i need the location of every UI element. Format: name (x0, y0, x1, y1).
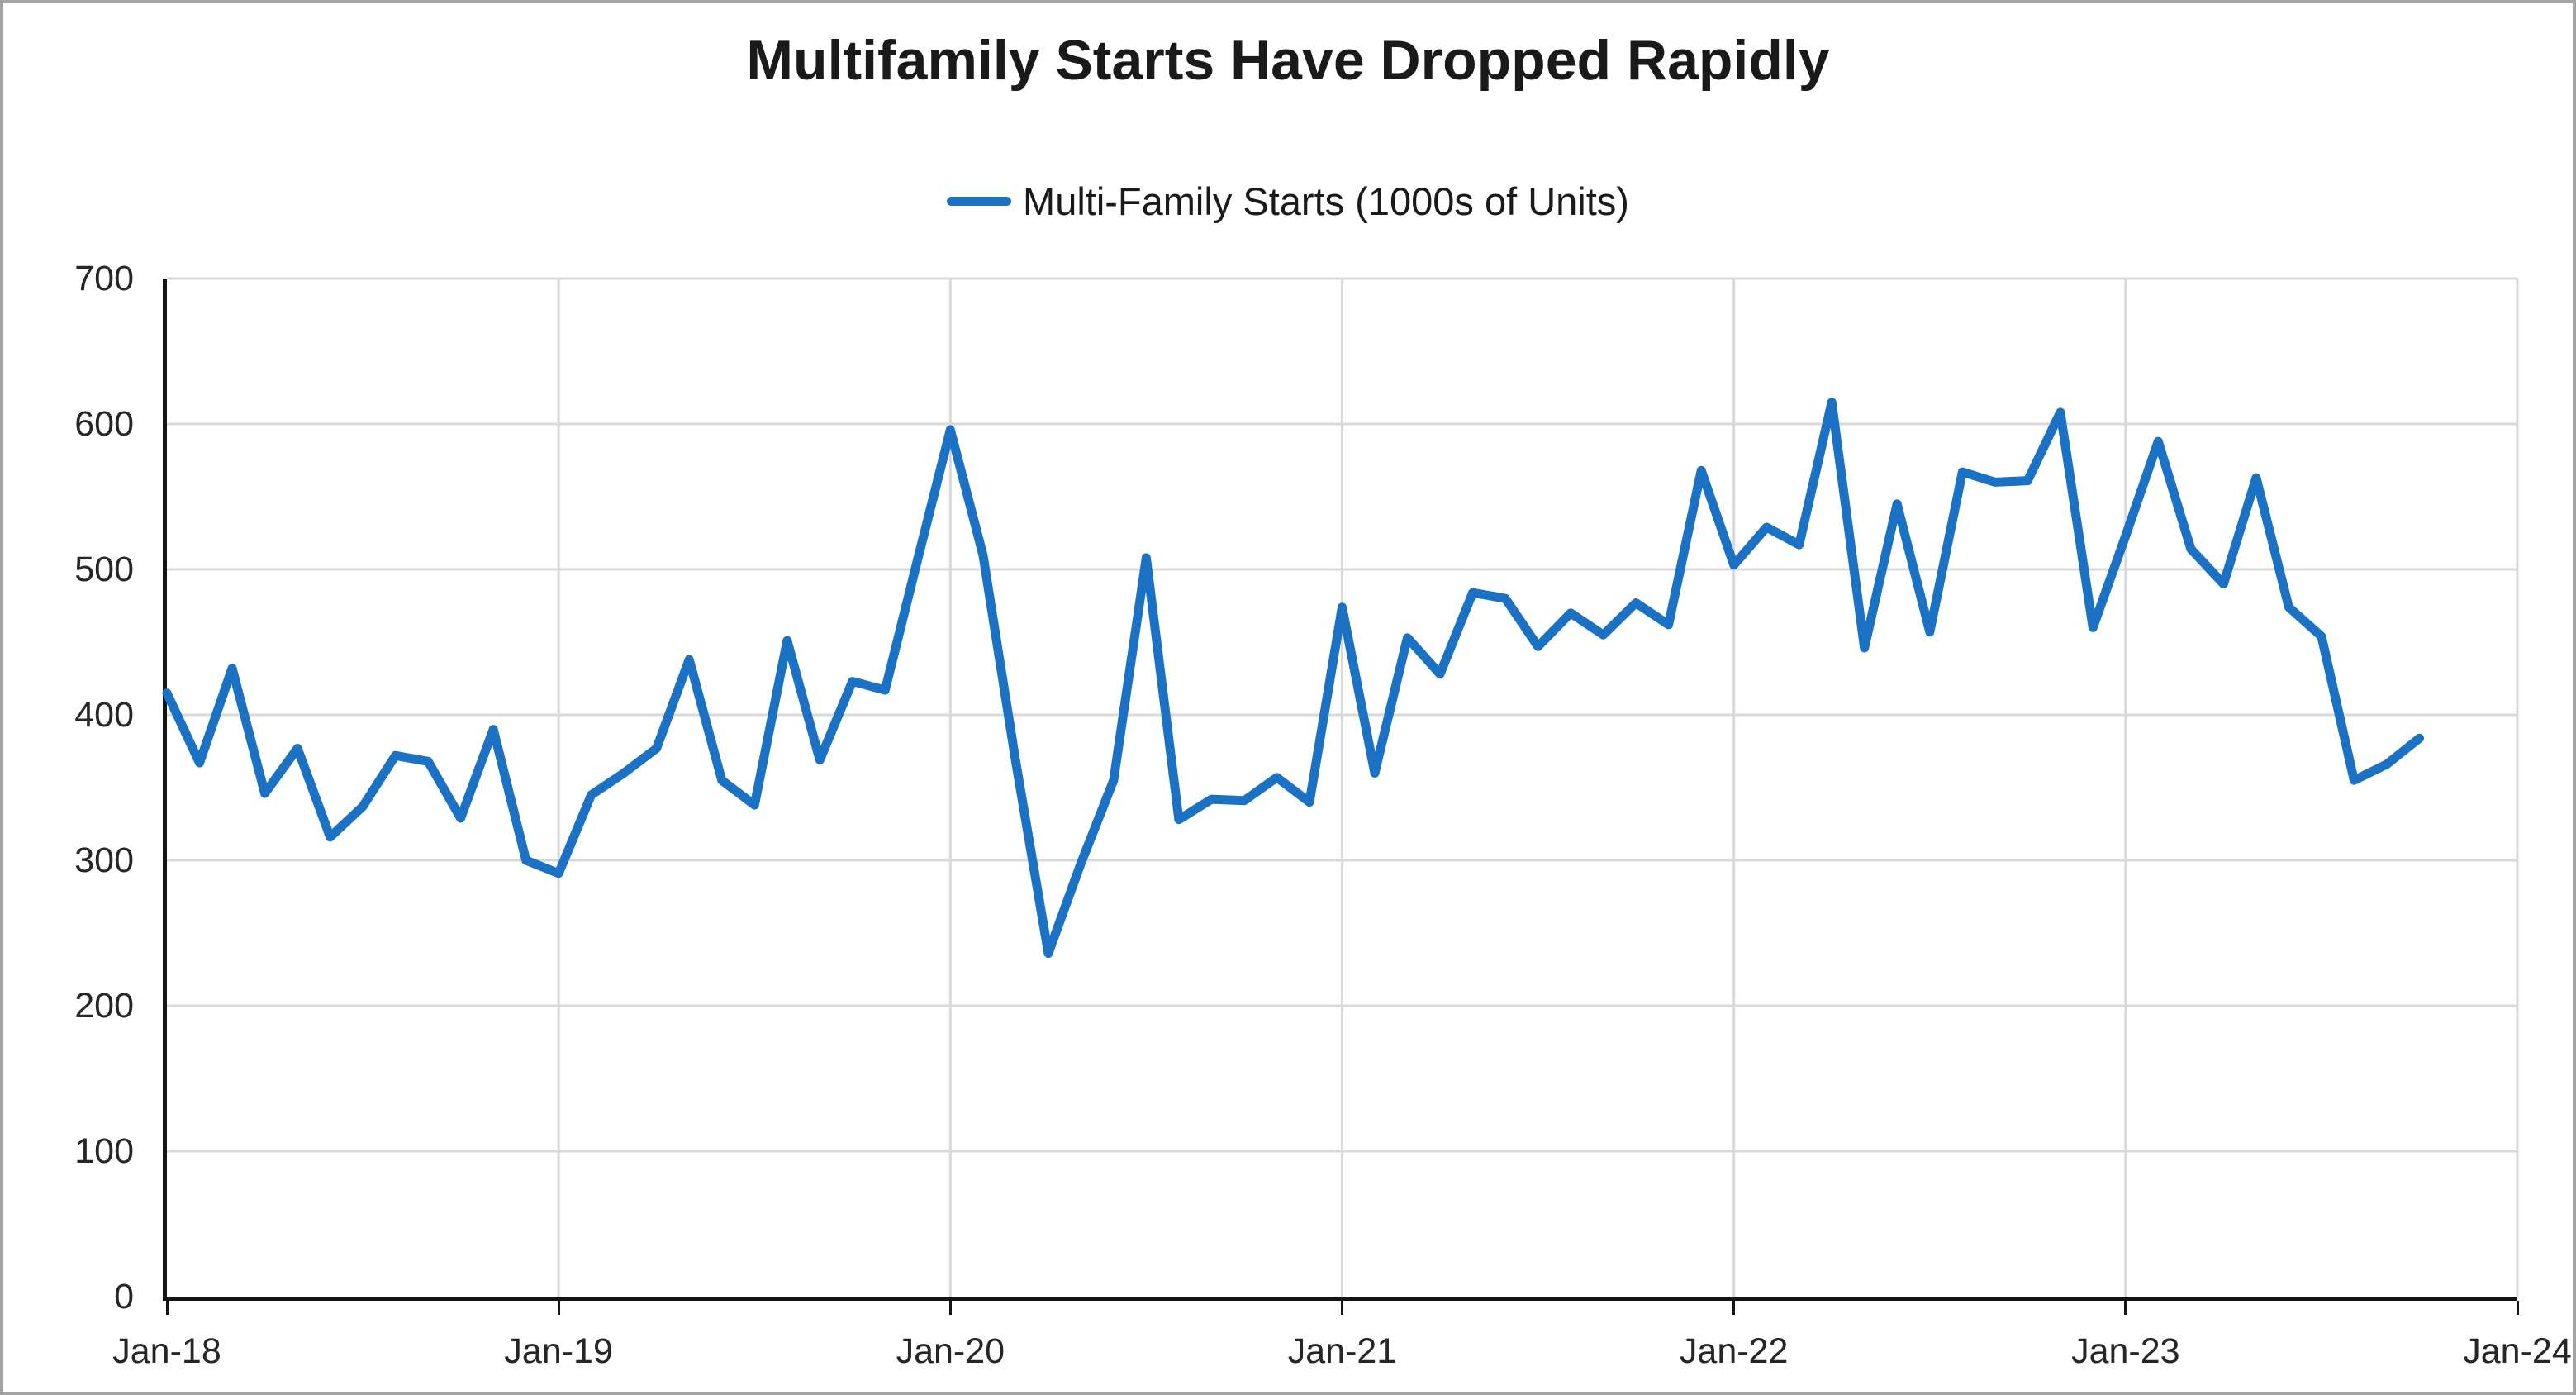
y-axis-tick-label: 600 (74, 404, 134, 444)
x-axis-tick-label: Jan-18 (112, 1331, 221, 1371)
y-axis-tick-label: 100 (74, 1131, 134, 1171)
y-axis-tick-label: 500 (74, 550, 134, 589)
y-axis-tick-label: 0 (114, 1277, 134, 1316)
y-axis-tick-label: 200 (74, 986, 134, 1026)
line-chart-svg (162, 277, 2519, 1297)
y-axis-tick-label: 700 (74, 259, 134, 298)
x-axis-tick-label: Jan-19 (504, 1331, 613, 1371)
x-axis-tick-mark (2124, 1301, 2127, 1315)
x-axis-tick-mark (2516, 1301, 2519, 1315)
x-axis-tick-mark (1341, 1301, 1343, 1315)
x-axis-tick-label: Jan-23 (2071, 1331, 2180, 1371)
x-axis-tick-mark (557, 1301, 560, 1315)
chart-legend: Multi-Family Starts (1000s of Units) (3, 179, 2573, 224)
chart-title: Multifamily Starts Have Dropped Rapidly (746, 29, 1830, 92)
x-axis-tick-label: Jan-20 (896, 1331, 1005, 1371)
x-axis-tick-label: Jan-22 (1679, 1331, 1789, 1371)
legend-label: Multi-Family Starts (1000s of Units) (1023, 179, 1629, 223)
multifamily-starts-line (162, 398, 2424, 959)
y-axis-tick-label: 400 (74, 695, 134, 735)
legend-line-marker (947, 197, 1012, 206)
x-axis-tick-mark (948, 1301, 952, 1315)
plot-area (162, 277, 2519, 1301)
x-axis-tick-mark (1732, 1301, 1736, 1315)
x-axis-tick-mark (165, 1301, 169, 1315)
x-axis-tick-label: Jan-21 (1287, 1331, 1397, 1371)
x-axis-tick-label: Jan-24 (2463, 1331, 2572, 1371)
y-axis-tick-label: 300 (74, 840, 134, 880)
